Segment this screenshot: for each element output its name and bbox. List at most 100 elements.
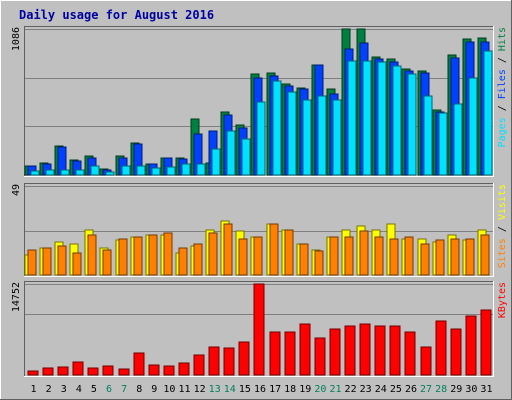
day-label: 17 xyxy=(269,384,281,395)
bar-pages xyxy=(211,148,221,176)
panel-max-label: 1086 xyxy=(11,27,22,51)
bar-pages xyxy=(392,65,402,176)
bar-kbytes xyxy=(435,320,447,376)
day-labels: 1 2 3 4 5 6 7 8 9 10 11 12 13 14 15 16 17 18 19 20 21 22 23 24 2… xyxy=(31,384,493,395)
bar-sites xyxy=(57,245,67,276)
bar-kbytes xyxy=(404,331,416,376)
day-label: 23 xyxy=(360,384,372,395)
bar-kbytes xyxy=(253,283,265,376)
bar-pages xyxy=(332,99,342,176)
bar-kbytes xyxy=(374,325,386,376)
bar-kbytes xyxy=(269,331,281,376)
chart-panels: 1086 Pages / Files / Hits 49 Sites / Visits… xyxy=(11,26,508,377)
bar-kbytes xyxy=(208,346,220,376)
bar-sites xyxy=(450,238,460,276)
panel-visits: 49 Sites / Visits xyxy=(11,183,508,277)
bar-pages xyxy=(90,165,100,176)
day-label: 8 xyxy=(136,384,142,395)
bar-sites xyxy=(148,234,158,276)
bar-sites xyxy=(344,236,354,276)
bar-sites xyxy=(238,238,248,276)
panel-legend: Pages / Files / Hits xyxy=(497,27,508,147)
legend-entry: / xyxy=(497,99,508,117)
bar-pages xyxy=(181,163,191,176)
bar-kbytes xyxy=(223,347,235,376)
bar-pages xyxy=(121,165,131,176)
bar-pages xyxy=(196,163,206,176)
bar-pages xyxy=(362,60,372,176)
day-label: 7 xyxy=(121,384,127,395)
day-label: 5 xyxy=(91,384,97,395)
day-label: 13 xyxy=(209,384,221,395)
bar-kbytes xyxy=(389,325,401,376)
bar-sites xyxy=(208,232,218,276)
day-label: 18 xyxy=(284,384,296,395)
bar-sites xyxy=(163,232,173,276)
bar-sites xyxy=(299,243,309,276)
day-label: 21 xyxy=(329,384,341,395)
bar-kbytes xyxy=(420,346,432,376)
bar-kbytes xyxy=(299,323,311,376)
legend-entry: Files xyxy=(497,69,508,99)
panel-max-label: 14752 xyxy=(11,282,22,312)
bar-pages xyxy=(136,165,146,176)
panel-requests: 1086 Pages / Files / Hits xyxy=(11,26,508,177)
bar-kbytes xyxy=(57,366,69,376)
bar-kbytes xyxy=(465,315,477,376)
legend-entry: / xyxy=(497,220,508,238)
bar-pages xyxy=(483,50,493,176)
bar-pages xyxy=(75,169,85,176)
day-label: 28 xyxy=(435,384,447,395)
bar-kbytes xyxy=(118,368,130,376)
bar-pages xyxy=(407,73,417,176)
day-label: 6 xyxy=(106,384,112,395)
bar-pages xyxy=(423,95,433,176)
bar-sites xyxy=(72,252,82,276)
legend-entry: Visits xyxy=(497,184,508,220)
bar-pages xyxy=(347,60,357,176)
bar-pages xyxy=(256,101,266,176)
bar-kbytes xyxy=(163,365,175,376)
day-label: 25 xyxy=(390,384,402,395)
day-label: 26 xyxy=(405,384,417,395)
day-label: 24 xyxy=(375,384,387,395)
day-label: 31 xyxy=(480,384,492,395)
bar-pages xyxy=(317,95,327,176)
day-label: 30 xyxy=(465,384,477,395)
bar-kbytes xyxy=(450,328,462,376)
day-label: 27 xyxy=(420,384,432,395)
bar-kbytes xyxy=(359,323,371,376)
day-label: 4 xyxy=(76,384,82,395)
bar-kbytes xyxy=(193,354,205,376)
bar-pages xyxy=(60,169,70,176)
bar-sites xyxy=(253,236,263,276)
bar-pages xyxy=(30,170,40,176)
bar-sites xyxy=(178,247,188,276)
day-label: 9 xyxy=(151,384,157,395)
bar-sites xyxy=(118,238,128,276)
bar-pages xyxy=(287,91,297,176)
bar-kbytes xyxy=(314,337,326,376)
bar-sites xyxy=(102,249,112,276)
series-sites xyxy=(27,223,490,276)
bar-pages xyxy=(377,61,387,176)
legend-entry: KBytes xyxy=(497,282,508,318)
bar-pages xyxy=(166,166,176,176)
day-label: 29 xyxy=(450,384,462,395)
bar-pages xyxy=(438,112,448,176)
bar-sites xyxy=(314,250,324,276)
panel-max-label: 49 xyxy=(11,184,22,196)
legend-entry: Hits xyxy=(497,27,508,51)
bar-kbytes xyxy=(344,325,356,376)
bar-kbytes xyxy=(480,309,492,376)
bar-pages xyxy=(151,167,161,176)
bar-kbytes xyxy=(178,362,190,376)
series-pages xyxy=(30,50,493,176)
legend-entry: Sites xyxy=(497,238,508,268)
panel-legend: KBytes xyxy=(497,282,508,318)
series-kbytes xyxy=(27,283,492,376)
bar-sites xyxy=(284,229,294,276)
bar-sites xyxy=(420,243,430,276)
bar-sites xyxy=(223,223,233,276)
